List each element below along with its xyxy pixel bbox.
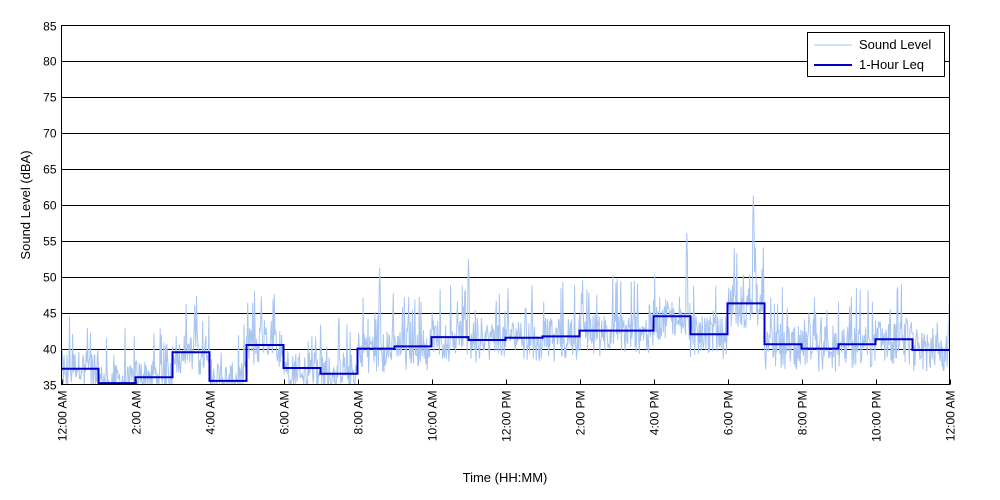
y-axis-ticks: 35 40 45 50 55 60 65 70 75 80 85	[43, 20, 57, 393]
x-axis-label: Time (HH:MM)	[463, 470, 548, 485]
x-tick-label: 10:00 PM	[870, 391, 884, 442]
x-tick-label: 12:00 AM	[944, 390, 958, 441]
legend-label-1-hour-leq: 1-Hour Leq	[859, 57, 924, 72]
y-tick-label: 45	[43, 307, 57, 321]
x-tick-label: 10:00 AM	[426, 390, 440, 441]
x-axis-ticks: 12:00 AM 2:00 AM 4:00 AM 6:00 AM 8:00 AM 10:0…	[56, 379, 958, 442]
legend-box	[807, 32, 945, 77]
y-tick-label: 50	[43, 271, 57, 285]
x-tick-label: 2:00 PM	[574, 391, 588, 436]
y-tick-label: 70	[43, 127, 57, 141]
x-tick-label: 8:00 AM	[352, 391, 366, 435]
y-tick-label: 40	[43, 343, 57, 357]
x-tick-label: 4:00 PM	[648, 391, 662, 436]
x-tick-label: 6:00 PM	[722, 391, 736, 436]
y-tick-label: 65	[43, 163, 57, 177]
x-tick-label: 6:00 AM	[278, 391, 292, 435]
legend-label-sound-level: Sound Level	[859, 37, 931, 52]
series	[61, 195, 950, 385]
y-tick-label: 55	[43, 235, 57, 249]
x-tick-label: 2:00 AM	[130, 391, 144, 435]
y-axis-label: Sound Level (dBA)	[18, 150, 33, 259]
y-tick-label: 75	[43, 91, 57, 105]
x-tick-label: 12:00 PM	[500, 391, 514, 442]
legend: Sound Level 1-Hour Leq	[807, 32, 945, 77]
x-tick-label: 12:00 AM	[56, 390, 70, 441]
plot-frame	[61, 25, 950, 385]
series-1-hour-leq-line	[61, 302, 950, 385]
y-tick-label: 85	[43, 20, 57, 34]
y-tick-label: 35	[43, 379, 57, 393]
x-tick-label: 8:00 PM	[796, 391, 810, 436]
y-tick-label: 80	[43, 55, 57, 69]
y-tick-label: 60	[43, 199, 57, 213]
x-tick-label: 4:00 AM	[204, 391, 218, 435]
